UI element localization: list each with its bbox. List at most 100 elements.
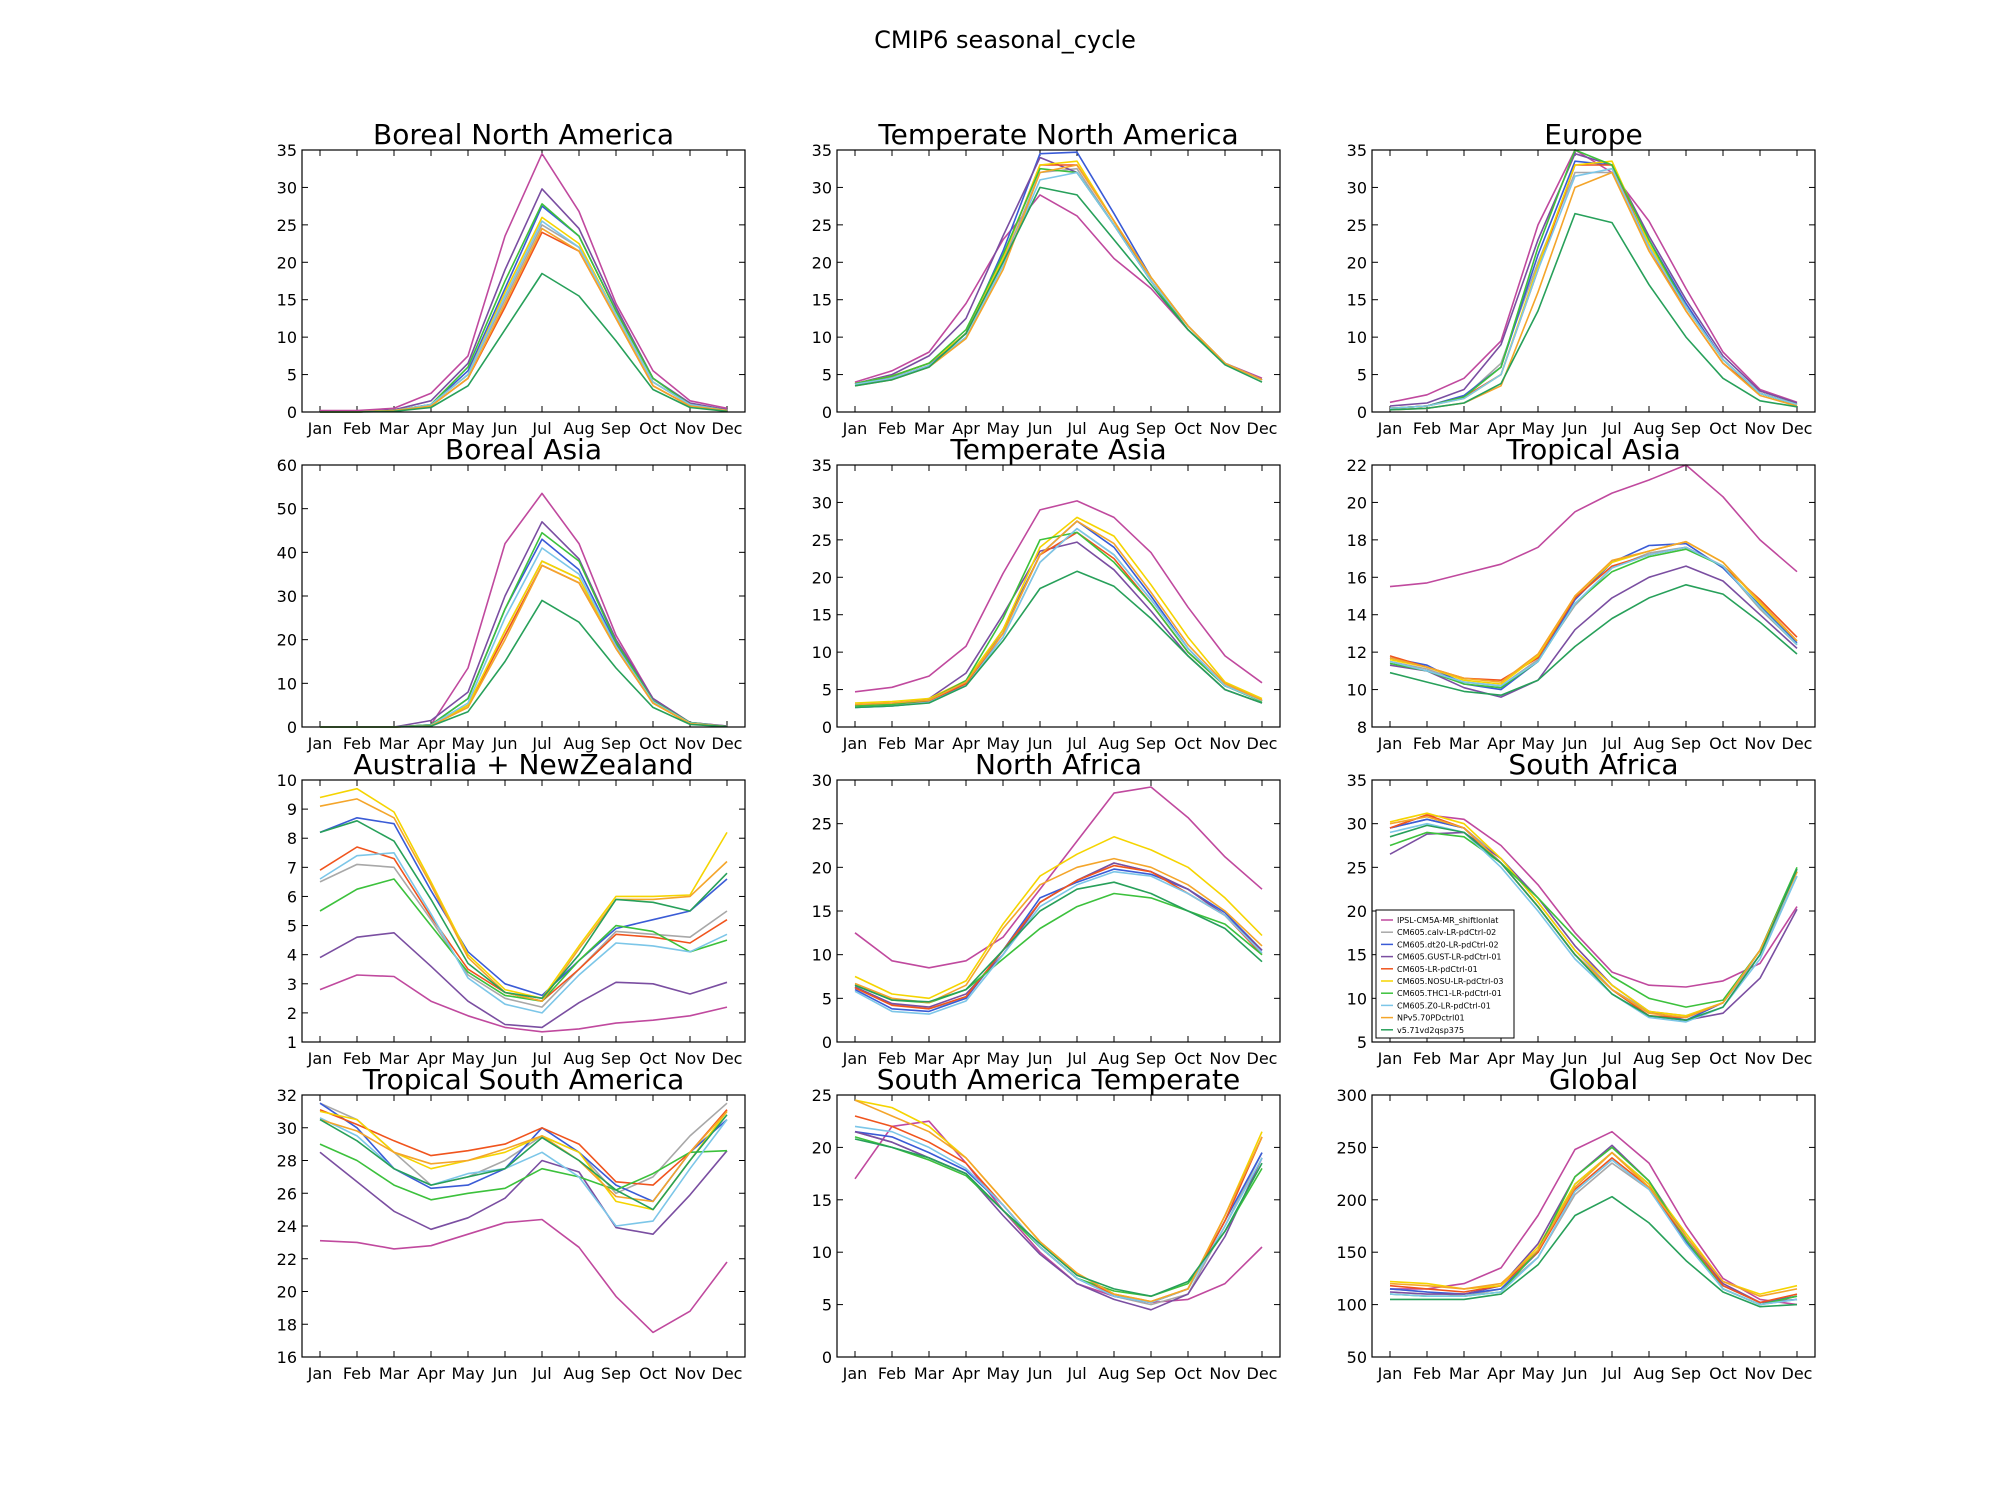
series-line [854,1130,1263,1311]
chart-title: Temperate Asia [949,433,1166,466]
y-tick-label: 22 [1347,456,1367,475]
x-tick-label: Jun [1027,1364,1053,1383]
chart-title: Tropical South America [362,1063,685,1096]
x-tick-label: Dec [712,734,743,753]
x-tick-label: Jul [531,1364,551,1383]
x-tick-label: Sep [1671,1049,1701,1068]
x-tick-label: Apr [417,1049,445,1068]
y-tick-label: 0 [822,718,832,737]
y-tick-label: 15 [1347,291,1367,310]
y-tick-label: 35 [1347,141,1367,160]
y-tick-label: 15 [812,1191,832,1210]
series-line [320,520,728,728]
y-tick-label: 150 [1336,1243,1367,1262]
series-line [854,892,1263,1004]
series-line [320,152,728,412]
chart-panel: Tropical South America 16 18 20 22 24 26 28 30 32… [277,1063,746,1383]
x-tick-label: Nov [1744,734,1775,753]
x-tick-label: Jan [842,734,868,753]
series-line [854,171,1263,386]
series-line [320,564,728,728]
y-tick-label: 10 [812,643,832,662]
y-tick-label: 10 [277,674,297,693]
x-tick-label: Apr [1487,1364,1515,1383]
x-tick-label: Jan [307,1364,333,1383]
series-line [1389,540,1798,683]
legend-label: CM605-LR-pdCtrl-01 [1397,965,1478,974]
chart-panel: Global 50 100 150 200 250 300 Jan Feb Mar Apr May Ju… [1336,1063,1816,1383]
x-tick-label: May [986,1364,1019,1383]
x-tick-label: Jan [1377,419,1403,438]
x-tick-label: Jan [842,1049,868,1068]
series-line [854,862,1263,1010]
x-tick-label: Jun [1562,734,1588,753]
y-tick-label: 30 [277,1119,297,1138]
chart-panel: South America Temperate 0 5 10 15 20 25 Jan Feb M… [812,1063,1281,1383]
series-line [319,1117,728,1227]
y-tick-label: 50 [277,500,297,519]
x-tick-label: Nov [674,419,705,438]
x-tick-label: Aug [1098,734,1129,753]
chart-title: Temperate North America [877,118,1238,151]
x-tick-label: Jul [1601,419,1621,438]
series-line [1389,212,1798,411]
y-tick-label: 9 [287,800,297,819]
x-tick-label: Sep [1136,1364,1166,1383]
series-line [1389,814,1798,988]
x-tick-label: Mar [914,1049,945,1068]
y-tick-label: 20 [812,858,832,877]
x-tick-label: Aug [1633,419,1664,438]
y-tick-label: 6 [287,887,297,906]
x-tick-label: Oct [1709,419,1737,438]
x-tick-label: Sep [1671,734,1701,753]
plot-frame [836,779,1281,1043]
chart-panel: Temperate North America 0 5 10 15 20 25 30 35 Jan… [812,118,1281,438]
x-tick-label: Aug [563,1049,594,1068]
chart-title: Europe [1544,118,1642,151]
y-tick-label: 25 [812,815,832,834]
series-line [320,564,728,728]
x-tick-label: Apr [1487,419,1515,438]
x-tick-label: Oct [1709,1364,1737,1383]
chart-panel: South Africa 5 10 15 20 25 30 35 Jan Feb Mar Apr May… [1347,748,1816,1068]
y-tick-label: 5 [287,366,297,385]
y-tick-label: 30 [812,493,832,512]
x-tick-label: Jun [1562,1364,1588,1383]
plot-frame [1371,464,1816,728]
y-tick-label: 60 [277,456,297,475]
series-line [1389,1151,1798,1297]
x-tick-label: Apr [417,1364,445,1383]
y-tick-label: 20 [1347,902,1367,921]
y-tick-label: 2 [287,1004,297,1023]
series-line [1389,583,1798,697]
x-tick-label: May [451,734,484,753]
x-tick-label: Jul [1601,1049,1621,1068]
x-tick-label: Feb [878,1364,906,1383]
chart-title: Boreal Asia [445,433,602,466]
x-tick-label: Sep [601,734,631,753]
series-line [1389,815,1798,1019]
series-line [854,881,1263,1003]
plot-frame [1371,1094,1816,1358]
y-tick-label: 20 [812,253,832,272]
x-tick-label: Jul [1066,734,1086,753]
y-tick-label: 22 [277,1250,297,1269]
x-tick-label: Sep [1671,1364,1701,1383]
x-tick-label: Oct [1174,419,1202,438]
x-tick-label: Oct [1174,1364,1202,1383]
chart-panel: North Africa 0 5 10 15 20 25 30 Jan Feb Mar Apr May J… [812,748,1281,1068]
series-line [320,220,728,413]
x-tick-label: Nov [674,1049,705,1068]
series-line [854,1099,1263,1303]
plot-frame [301,149,746,413]
series-line [854,167,1263,385]
series-line [854,500,1263,693]
series-line [1389,565,1798,698]
x-tick-label: Feb [878,734,906,753]
x-tick-label: Mar [379,419,410,438]
series-line [319,1110,728,1203]
x-tick-label: Aug [563,1364,594,1383]
x-tick-label: Aug [563,734,594,753]
y-tick-label: 28 [277,1152,297,1171]
x-tick-label: Sep [1136,734,1166,753]
